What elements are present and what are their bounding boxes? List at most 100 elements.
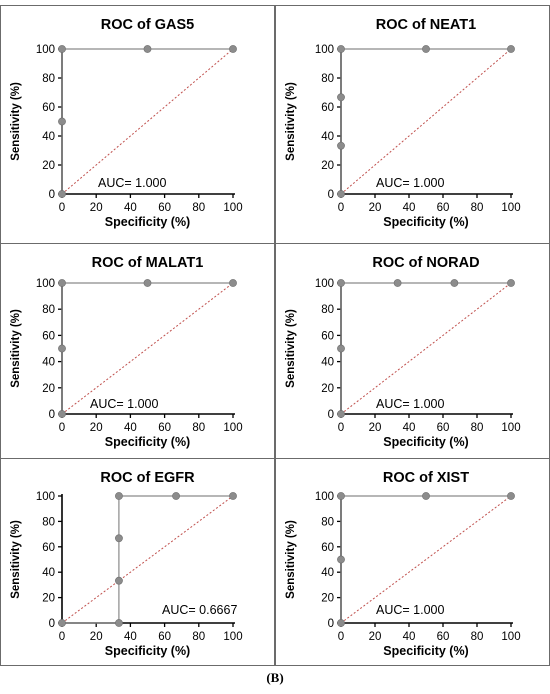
roc-curve <box>340 48 511 194</box>
y-tick-label: 100 <box>36 44 55 56</box>
x-tick-label: 40 <box>124 202 137 214</box>
roc-point <box>422 45 430 53</box>
roc-point <box>229 279 237 287</box>
y-tick-label: 60 <box>321 102 334 114</box>
y-tick-label: 100 <box>36 491 55 503</box>
y-tick-label: 80 <box>321 516 334 528</box>
roc-point <box>115 619 123 627</box>
roc-point <box>115 534 123 543</box>
x-tick-label: 80 <box>192 422 205 434</box>
x-tick-label: 40 <box>403 631 416 643</box>
y-tick-label: 20 <box>42 593 55 605</box>
y-axis-title: Sensitivity (%) <box>10 309 22 388</box>
x-tick-label: 100 <box>223 202 242 214</box>
y-axis-title: Sensitivity (%) <box>285 520 297 599</box>
roc-point <box>229 45 237 53</box>
roc-panel: ROC of NEAT1 0 20 40 60 80 100 0 20 40 60 80 100 Spec… <box>275 5 550 244</box>
y-tick-label: 0 <box>328 189 334 201</box>
roc-point <box>337 619 345 627</box>
roc-point <box>422 492 430 500</box>
y-tick-label: 80 <box>321 304 334 316</box>
x-tick-label: 100 <box>223 631 242 643</box>
y-tick-label: 60 <box>321 542 334 554</box>
y-tick-label: 40 <box>42 567 55 579</box>
roc-point <box>58 190 66 198</box>
roc-point <box>450 279 459 287</box>
y-tick-label: 0 <box>49 409 55 421</box>
panel-frame <box>0 458 275 666</box>
x-tick-label: 20 <box>369 422 382 434</box>
x-axis-title: Specificity (%) <box>105 644 190 658</box>
x-tick-label: 20 <box>369 202 382 214</box>
y-tick-label: 20 <box>42 383 55 395</box>
roc-panel: ROC of MALAT1 0 20 40 60 80 100 0 20 40 60 80 100 Spe… <box>0 243 275 459</box>
x-tick-label: 80 <box>471 631 484 643</box>
x-axis-title: Specificity (%) <box>105 215 190 229</box>
panel-label: (B) <box>266 670 284 685</box>
y-axis-title: Sensitivity (%) <box>285 82 297 161</box>
roc-point <box>115 492 123 500</box>
x-tick-label: 100 <box>223 422 242 434</box>
y-tick-label: 0 <box>328 618 334 630</box>
y-axis-title: Sensitivity (%) <box>10 520 22 599</box>
y-tick-label: 20 <box>42 160 55 172</box>
x-tick-label: 60 <box>437 631 450 643</box>
roc-point <box>58 45 66 53</box>
y-tick-label: 20 <box>321 383 334 395</box>
auc-label: AUC= 1.000 <box>376 176 444 190</box>
y-tick-label: 40 <box>321 131 334 143</box>
auc-label: AUC= 1.000 <box>98 176 166 190</box>
roc-point <box>229 492 237 500</box>
chart-title: ROC of NEAT1 <box>376 17 476 33</box>
chart-title: ROC of EGFR <box>100 470 195 486</box>
y-tick-label: 60 <box>42 542 55 554</box>
y-tick-label: 60 <box>42 330 55 342</box>
x-axis-title: Specificity (%) <box>383 644 468 658</box>
y-tick-label: 0 <box>49 189 55 201</box>
roc-point <box>393 279 402 287</box>
y-tick-label: 100 <box>315 278 334 290</box>
x-axis-title: Specificity (%) <box>105 435 190 449</box>
reference-line <box>61 495 234 624</box>
chart-title: ROC of NORAD <box>372 255 479 271</box>
x-tick-label: 60 <box>437 202 450 214</box>
y-tick-label: 60 <box>321 330 334 342</box>
x-tick-label: 20 <box>369 631 382 643</box>
chart-title: ROC of MALAT1 <box>92 255 204 271</box>
roc-panel: ROC of XIST 0 20 40 60 80 100 0 20 40 60 80 100 Speci… <box>275 458 550 666</box>
roc-point <box>115 576 123 585</box>
roc-panel: ROC of GAS5 0 20 40 60 80 100 0 20 40 60 80 100 Speci… <box>0 5 275 244</box>
roc-point <box>58 117 66 126</box>
x-tick-label: 20 <box>90 422 103 434</box>
y-tick-label: 40 <box>321 567 334 579</box>
reference-line <box>340 495 512 624</box>
roc-point <box>58 410 66 418</box>
auc-label: AUC= 1.000 <box>90 397 158 411</box>
roc-curve <box>340 282 511 414</box>
x-tick-label: 80 <box>471 202 484 214</box>
x-tick-label: 60 <box>158 202 171 214</box>
x-tick-label: 40 <box>403 202 416 214</box>
y-tick-label: 40 <box>42 357 55 369</box>
roc-point <box>337 492 345 500</box>
chart-title: ROC of XIST <box>383 470 469 486</box>
x-tick-label: 0 <box>59 422 65 434</box>
roc-point <box>58 279 66 287</box>
x-axis-title: Specificity (%) <box>383 215 468 229</box>
chart-title: ROC of GAS5 <box>101 17 194 33</box>
x-tick-label: 100 <box>501 202 520 214</box>
reference-line <box>61 48 234 195</box>
roc-point <box>143 279 152 287</box>
roc-point <box>58 344 66 353</box>
roc-point <box>507 45 515 53</box>
y-tick-label: 80 <box>42 516 55 528</box>
y-tick-label: 80 <box>321 73 334 85</box>
y-tick-label: 80 <box>42 304 55 316</box>
x-tick-label: 80 <box>471 422 484 434</box>
y-tick-label: 60 <box>42 102 55 114</box>
reference-line <box>340 48 512 195</box>
x-tick-label: 80 <box>192 202 205 214</box>
roc-point <box>337 410 345 418</box>
roc-point <box>337 141 345 150</box>
